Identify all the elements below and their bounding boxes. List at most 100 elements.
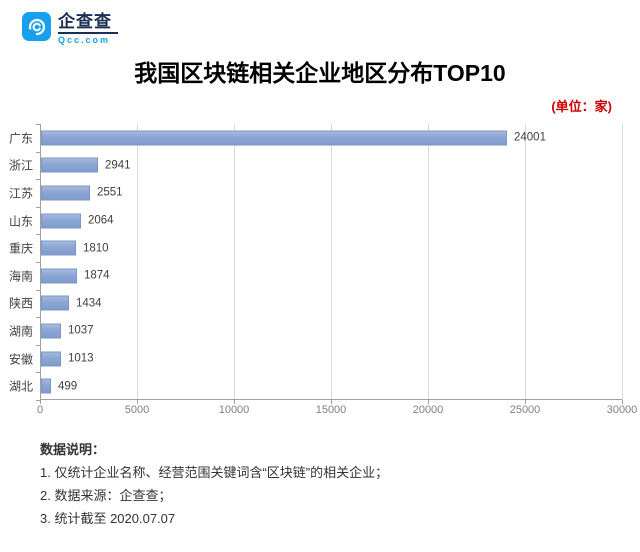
category-label: 湖南 bbox=[8, 324, 33, 339]
x-tick-label: 0 bbox=[36, 404, 44, 416]
category-label: 陕西 bbox=[8, 296, 33, 311]
bar-line: 1037 bbox=[41, 323, 94, 339]
qcc-logo: 企查查 Qcc.com bbox=[22, 12, 118, 45]
category-label: 江苏 bbox=[8, 186, 33, 201]
qcc-logo-divider bbox=[58, 32, 118, 34]
category-label: 海南 bbox=[8, 269, 33, 284]
y-tick-mark bbox=[36, 124, 40, 125]
bar bbox=[41, 295, 69, 311]
bar-line: 1434 bbox=[41, 295, 102, 311]
chart-row: 重庆 1810 bbox=[9, 234, 622, 262]
x-tick-label: 15000 bbox=[315, 404, 347, 416]
category-label: 湖北 bbox=[8, 379, 33, 394]
bar bbox=[41, 213, 81, 229]
y-tick-mark bbox=[36, 152, 40, 153]
x-tick-mark bbox=[234, 400, 235, 404]
y-tick-mark bbox=[36, 179, 40, 180]
notes-heading: 数据说明： bbox=[40, 442, 106, 457]
bar bbox=[41, 323, 61, 339]
plot-area: 广东 24001 浙江 2941 江苏 2551 山东 bbox=[9, 124, 623, 404]
gridline bbox=[622, 124, 623, 400]
x-tick-mark bbox=[137, 400, 138, 404]
bar bbox=[41, 130, 507, 146]
bar-chart: 广东 24001 浙江 2941 江苏 2551 山东 bbox=[0, 124, 640, 424]
data-notes: 数据说明： 1. 仅统计企业名称、经营范围关键词含“区块链”的相关企业； 2. … bbox=[40, 438, 388, 530]
chart-row: 陕西 1434 bbox=[9, 290, 622, 318]
chart-row: 山东 2064 bbox=[9, 207, 622, 235]
y-tick-mark bbox=[36, 262, 40, 263]
x-tick-label: 30000 bbox=[606, 404, 638, 416]
value-label: 1013 bbox=[68, 352, 94, 365]
x-tick-label: 20000 bbox=[412, 404, 444, 416]
bar bbox=[41, 157, 98, 173]
bar bbox=[41, 351, 61, 367]
x-tick-label: 10000 bbox=[218, 404, 250, 416]
bar-line: 24001 bbox=[41, 130, 546, 146]
bar-line: 1810 bbox=[41, 240, 109, 256]
x-tick-mark bbox=[525, 400, 526, 404]
page-title: 我国区块链相关企业地区分布TOP10 bbox=[134, 60, 506, 86]
notes-line-1: 1. 仅统计企业名称、经营范围关键词含“区块链”的相关企业； bbox=[40, 465, 389, 480]
x-tick-label: 5000 bbox=[124, 404, 150, 416]
value-label: 1037 bbox=[68, 324, 94, 337]
notes-line-3: 3. 统计截至 2020.07.07 bbox=[40, 511, 176, 526]
gridline bbox=[525, 124, 526, 400]
category-label: 浙江 bbox=[8, 158, 33, 173]
magnifier-c-icon bbox=[28, 18, 45, 35]
x-tick-label: 25000 bbox=[509, 404, 541, 416]
gridline bbox=[137, 124, 138, 400]
category-label: 山东 bbox=[8, 214, 33, 229]
bar-line: 1874 bbox=[41, 268, 110, 284]
chart-row: 海南 1874 bbox=[9, 262, 622, 290]
category-label: 重庆 bbox=[8, 241, 33, 256]
bar bbox=[41, 268, 77, 284]
notes-line-2: 2. 数据来源：企查查； bbox=[40, 488, 172, 503]
qcc-logo-icon bbox=[22, 12, 51, 41]
bar-line: 2064 bbox=[41, 213, 114, 229]
y-tick-mark bbox=[36, 400, 40, 401]
chart-row: 广东 24001 bbox=[9, 124, 622, 152]
gridline bbox=[234, 124, 235, 400]
chart-row: 湖南 1037 bbox=[9, 317, 622, 345]
chart-row: 湖北 499 bbox=[9, 372, 622, 400]
bar bbox=[41, 240, 76, 256]
qcc-logo-text: 企查查 Qcc.com bbox=[58, 12, 118, 45]
value-label: 2941 bbox=[105, 159, 131, 172]
category-label: 安徽 bbox=[8, 352, 33, 367]
y-tick-mark bbox=[36, 290, 40, 291]
x-axis-labels: 0 5000 10000 15000 20000 25000 30000 bbox=[37, 404, 637, 420]
value-label: 499 bbox=[58, 380, 78, 393]
y-tick-mark bbox=[36, 317, 40, 318]
x-tick-mark bbox=[622, 400, 623, 404]
y-tick-mark bbox=[36, 372, 40, 373]
gridline bbox=[428, 124, 429, 400]
value-label: 24001 bbox=[514, 131, 546, 144]
value-label: 2551 bbox=[97, 186, 123, 199]
qcc-logo-name: 企查查 bbox=[58, 12, 112, 31]
value-label: 1434 bbox=[76, 297, 102, 310]
y-tick-mark bbox=[36, 234, 40, 235]
bar bbox=[41, 185, 90, 201]
x-tick-mark bbox=[331, 400, 332, 404]
bar-line: 2941 bbox=[41, 157, 131, 173]
y-tick-mark bbox=[36, 207, 40, 208]
x-tick-mark bbox=[428, 400, 429, 404]
bar-line: 2551 bbox=[41, 185, 123, 201]
value-label: 1810 bbox=[83, 242, 109, 255]
y-axis-line bbox=[40, 124, 41, 400]
bar-line: 1013 bbox=[41, 351, 94, 367]
qcc-logo-domain: Qcc.com bbox=[58, 35, 111, 45]
x-tick-mark bbox=[40, 400, 41, 404]
x-axis-line bbox=[40, 399, 622, 400]
bar-rows: 广东 24001 浙江 2941 江苏 2551 山东 bbox=[9, 124, 622, 400]
y-tick-mark bbox=[36, 345, 40, 346]
bar bbox=[41, 378, 51, 394]
value-label: 1874 bbox=[84, 269, 110, 282]
gridline bbox=[331, 124, 332, 400]
value-label: 2064 bbox=[88, 214, 114, 227]
category-label: 广东 bbox=[8, 131, 33, 146]
chart-row: 安徽 1013 bbox=[9, 345, 622, 373]
unit-label: (单位：家) bbox=[551, 99, 612, 114]
bar-line: 499 bbox=[41, 378, 78, 394]
